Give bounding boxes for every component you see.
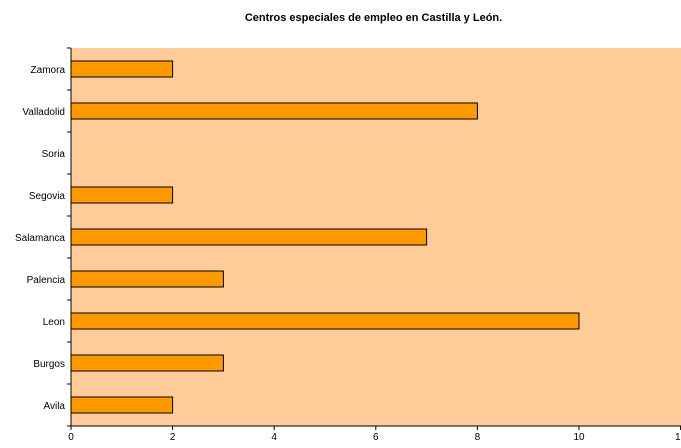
x-tick-label: 4 xyxy=(271,432,277,443)
y-tick-label: Palencia xyxy=(27,275,66,286)
bar-leon xyxy=(70,312,580,330)
y-tick-label: Salamanca xyxy=(15,233,65,244)
bar-palencia xyxy=(70,270,224,288)
chart-title: Centros especiales de empleo en Castilla… xyxy=(244,12,503,24)
x-tick-label: 2 xyxy=(170,432,176,443)
bar-valladolid xyxy=(70,102,478,120)
y-tick-label: Avila xyxy=(44,401,66,412)
y-tick-label: Burgos xyxy=(33,359,65,370)
x-tick-label: 6 xyxy=(373,432,379,443)
y-tick-label: Soria xyxy=(42,149,66,160)
x-tick-label: 0 xyxy=(68,432,74,443)
bar-zamora xyxy=(70,60,174,78)
x-tick-label: 10 xyxy=(573,432,585,443)
y-tick-label: Segovia xyxy=(29,191,66,202)
bar-salamanca xyxy=(70,228,428,246)
y-tick-label: Zamora xyxy=(31,65,66,76)
bar-avila xyxy=(70,396,174,414)
bar-segovia xyxy=(70,186,174,204)
x-tick-label: 12 xyxy=(675,432,681,443)
bar-burgos xyxy=(70,354,224,372)
y-tick-label: Valladolid xyxy=(22,107,65,118)
x-tick-label: 8 xyxy=(475,432,481,443)
y-tick-label: Leon xyxy=(43,317,65,328)
